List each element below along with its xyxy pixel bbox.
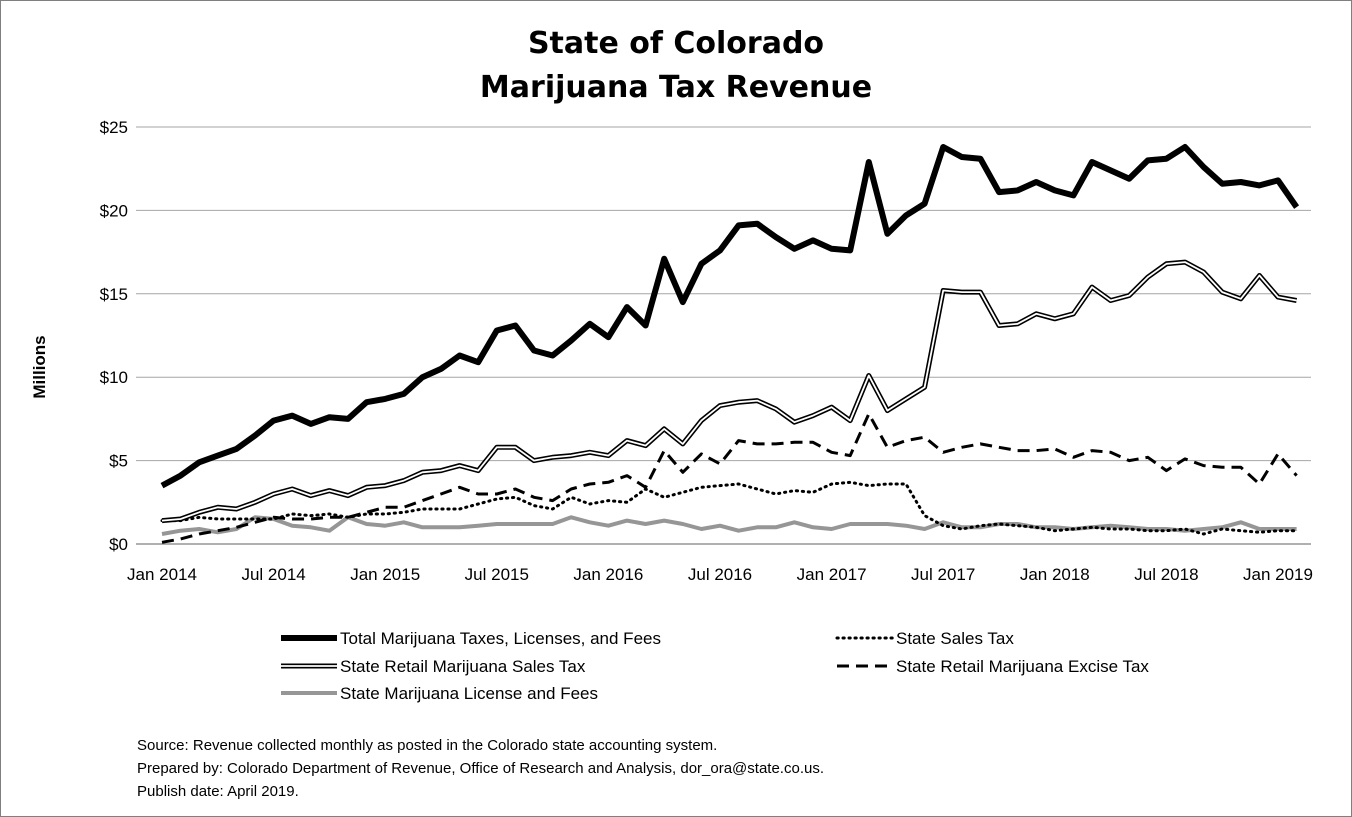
y-tick-label: $15 <box>100 285 128 304</box>
x-tick-labels: Jan 2014 Jul 2014 Jan 2015 Jul 2015 Jan 2016… <box>127 565 1313 584</box>
y-tick-label: $10 <box>100 368 128 387</box>
legend-item: State Marijuana License and Fees <box>281 684 598 703</box>
legend-label: State Retail Marijuana Sales Tax <box>340 657 586 676</box>
legend-item: Total Marijuana Taxes, Licenses, and Fee… <box>281 629 661 648</box>
source-line-1: Source: Revenue collected monthly as pos… <box>137 737 717 754</box>
x-tick-label: Jan 2017 <box>797 565 867 584</box>
x-tick-label: Jan 2018 <box>1020 565 1090 584</box>
x-tick-label: Jul 2017 <box>911 565 975 584</box>
y-tick-label: $5 <box>109 452 128 471</box>
y-tick-label: $0 <box>109 535 128 554</box>
x-tick-label: Jul 2018 <box>1134 565 1198 584</box>
series-line-4 <box>161 412 1298 544</box>
legend-item: State Retail Marijuana Excise Tax <box>837 657 1149 676</box>
legend-label: Total Marijuana Taxes, Licenses, and Fee… <box>340 629 661 648</box>
series-line-3-inner <box>161 261 1297 522</box>
legend-label: State Retail Marijuana Excise Tax <box>896 657 1149 676</box>
x-tick-label: Jan 2014 <box>127 565 197 584</box>
y-tick-labels: $0 $5 $10 $15 $20 $25 <box>100 118 128 554</box>
y-axis-label: Millions <box>30 335 49 398</box>
series-line-4-stroke <box>161 412 1298 544</box>
series-lines <box>160 144 1300 544</box>
legend-label: State Sales Tax <box>896 629 1014 648</box>
x-tick-label: Jan 2019 <box>1243 565 1313 584</box>
x-tick-label: Jan 2015 <box>350 565 420 584</box>
series-line-1 <box>160 144 1300 489</box>
chart-title-line-2: Marijuana Tax Revenue <box>480 70 872 105</box>
series-line-3-outer <box>161 259 1298 524</box>
legend-item: State Retail Marijuana Sales Tax <box>281 657 586 676</box>
x-tick-label: Jul 2016 <box>688 565 752 584</box>
chart-title-line-1: State of Colorado <box>528 26 824 61</box>
legend-label: State Marijuana License and Fees <box>340 684 598 703</box>
series-line-3 <box>161 259 1298 524</box>
legend: Total Marijuana Taxes, Licenses, and Fee… <box>281 629 1149 703</box>
y-tick-label: $25 <box>100 118 128 137</box>
series-line-1-stroke <box>160 144 1300 489</box>
x-tick-label: Jan 2016 <box>573 565 643 584</box>
legend-item: State Sales Tax <box>835 629 1014 648</box>
series-line-5 <box>161 515 1297 536</box>
series-line-5-stroke <box>161 515 1297 536</box>
source-line-2: Prepared by: Colorado Department of Reve… <box>137 760 824 777</box>
x-tick-label: Jul 2014 <box>241 565 305 584</box>
source-line-3: Publish date: April 2019. <box>137 783 299 800</box>
y-tick-label: $20 <box>100 201 128 220</box>
gridlines <box>136 126 1311 462</box>
x-tick-label: Jul 2015 <box>465 565 529 584</box>
